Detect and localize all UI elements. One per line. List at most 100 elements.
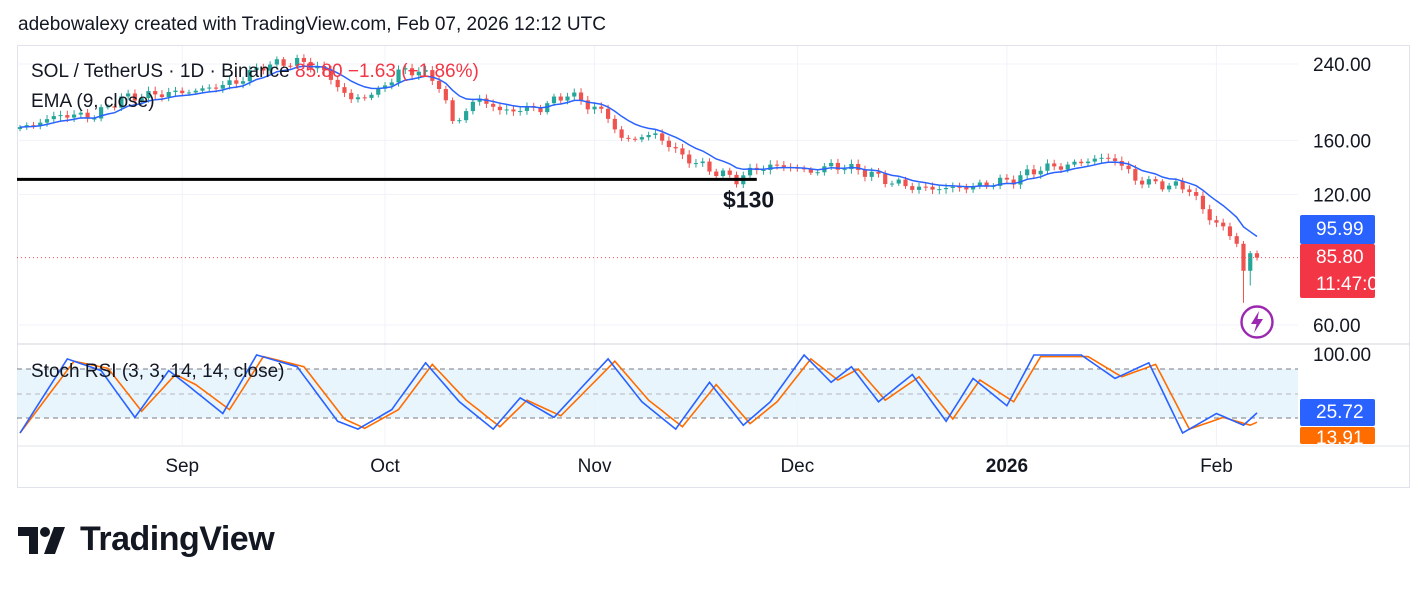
candle — [1227, 222, 1233, 240]
change-value: −1.63 — [347, 61, 396, 82]
candle — [653, 129, 658, 139]
candle — [842, 164, 847, 175]
price-axis-label: 120.00 — [1313, 186, 1371, 207]
price-axis-label: 240.00 — [1313, 55, 1371, 76]
candle — [207, 84, 212, 92]
time-axis-label: Oct — [370, 456, 400, 477]
candle — [626, 135, 631, 142]
candle — [639, 134, 644, 143]
candle — [896, 177, 901, 186]
candle — [1072, 159, 1077, 167]
candle — [849, 159, 854, 174]
ema-legend: EMA (9, close) — [31, 91, 155, 113]
candle — [484, 94, 489, 108]
candle — [382, 82, 388, 92]
candle — [781, 161, 786, 172]
candle — [835, 158, 841, 174]
candle — [1112, 153, 1118, 166]
candle — [687, 150, 692, 168]
candle — [585, 95, 590, 114]
candle — [1167, 182, 1172, 193]
candle — [85, 108, 90, 123]
time-axis-label: Dec — [780, 456, 814, 477]
candle — [950, 182, 955, 193]
candle — [369, 92, 374, 101]
candle — [1085, 158, 1091, 167]
candle — [1018, 170, 1023, 189]
price-axis-label: 160.00 — [1313, 131, 1371, 152]
candle — [1092, 154, 1097, 166]
candle — [51, 111, 56, 124]
candle — [524, 102, 530, 115]
candle — [1153, 176, 1158, 185]
candle — [403, 63, 408, 74]
time-axis-label: 2026 — [986, 456, 1028, 477]
candle — [38, 118, 43, 130]
candle — [322, 61, 327, 75]
candle — [1200, 191, 1206, 214]
candle — [633, 136, 638, 142]
tradingview-logo-icon — [18, 526, 65, 554]
ema-line — [19, 65, 1258, 238]
ema-label: EMA (9, close) — [31, 91, 155, 112]
candle — [889, 180, 895, 187]
candle — [17, 124, 23, 132]
chart-frame — [17, 45, 1410, 488]
candle — [450, 97, 455, 124]
ema-price-tag: 95.99 — [1300, 215, 1375, 244]
candle — [761, 165, 766, 175]
candle — [1099, 153, 1104, 163]
candle — [430, 65, 435, 86]
candle — [707, 158, 712, 175]
candle — [1133, 165, 1138, 185]
candle — [1248, 250, 1253, 286]
candle — [572, 88, 577, 101]
stoch-d-tag: 13.91 — [1300, 427, 1375, 444]
stoch-k-line — [19, 353, 1258, 435]
candle — [173, 86, 178, 96]
candle — [1221, 218, 1226, 231]
candle — [1254, 250, 1260, 261]
price-axis-label: 60.00 — [1313, 316, 1361, 337]
candle — [132, 89, 138, 105]
candle — [714, 168, 719, 179]
event-lightning-icon[interactable] — [1240, 305, 1274, 339]
candle — [464, 108, 469, 124]
candle — [1045, 159, 1050, 175]
candle — [443, 85, 448, 104]
candle — [957, 182, 962, 192]
symbol-legend: SOL / TetherUS · 1D · Binance 85.80 −1.6… — [31, 61, 479, 83]
candle — [78, 108, 83, 119]
candle — [815, 169, 820, 176]
candle — [910, 182, 915, 194]
candle — [335, 75, 340, 92]
candle — [646, 131, 651, 141]
tradingview-logo[interactable]: TradingView — [18, 520, 275, 559]
candle — [274, 56, 279, 68]
candle — [281, 56, 286, 69]
candle — [720, 168, 726, 179]
candle — [1234, 232, 1239, 248]
time-axis-label: Nov — [578, 456, 612, 477]
candle — [916, 182, 922, 194]
candle — [964, 183, 969, 194]
candle — [423, 65, 428, 77]
candle — [268, 61, 273, 74]
candle — [31, 121, 36, 129]
candle — [1106, 153, 1111, 163]
candle — [1011, 175, 1016, 189]
bar-countdown: 11:47:08 — [1316, 274, 1389, 295]
candle — [971, 182, 976, 193]
candle — [301, 54, 306, 66]
candle — [1187, 185, 1192, 197]
time-axis-label: Sep — [165, 456, 199, 477]
candle — [1031, 164, 1037, 179]
candle — [1160, 179, 1165, 192]
price-axis: 240.00 160.00 120.00 60.00 — [1313, 55, 1371, 337]
candle — [409, 63, 415, 80]
stoch-rsi-label: Stoch RSI (3, 3, 14, 14, close) — [31, 361, 285, 382]
candle — [511, 105, 516, 116]
candle — [551, 93, 557, 106]
candle — [680, 143, 685, 160]
